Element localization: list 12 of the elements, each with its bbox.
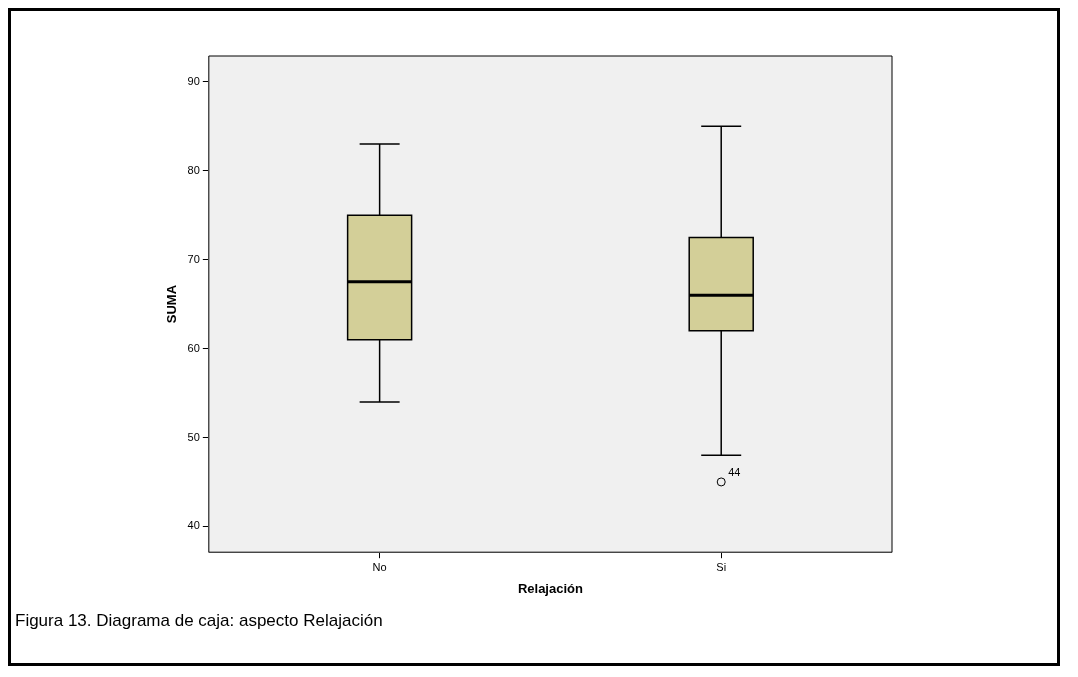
y-tick-label: 60 <box>187 341 200 354</box>
y-axis-title: SUMA <box>164 284 180 324</box>
x-tick-label: No <box>372 560 387 573</box>
text: Figura 13. Diagrama de caja: aspecto Relajación <box>15 611 384 631</box>
x-tick-label: Si <box>716 560 727 573</box>
y-tick-label: 50 <box>187 430 200 443</box>
y-tick-label: 40 <box>187 519 200 532</box>
x-axis-title: Relajación <box>517 580 583 596</box>
annotation: 44 <box>728 465 741 478</box>
y-tick-label: 90 <box>187 74 200 87</box>
y-tick-label: 80 <box>187 163 200 176</box>
y-tick-label: 70 <box>187 252 200 265</box>
